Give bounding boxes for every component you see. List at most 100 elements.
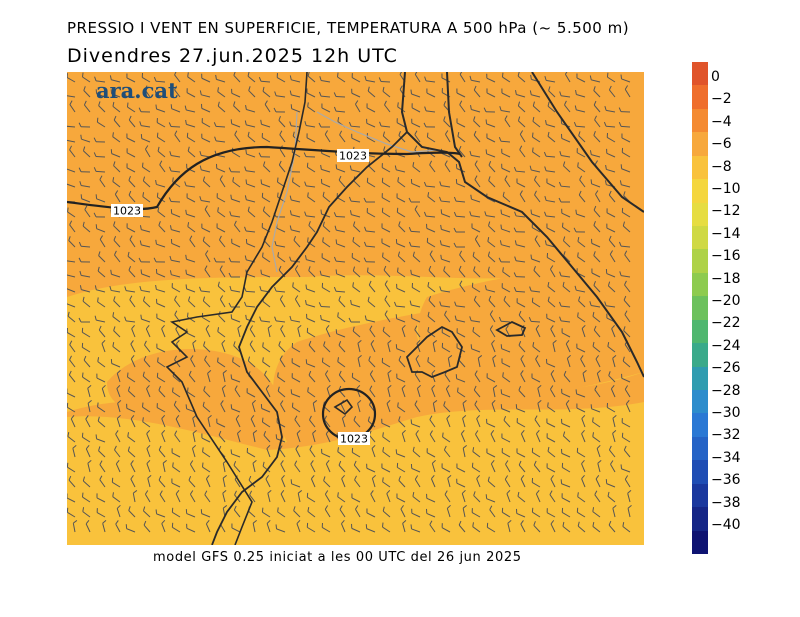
wind-barb: [127, 251, 136, 263]
colorbar-segment: [692, 179, 708, 204]
wind-barb: [308, 340, 316, 353]
wind-barb: [155, 509, 166, 518]
wind-barb: [219, 265, 226, 278]
wind-barb: [460, 429, 466, 443]
wind-barb: [530, 254, 541, 263]
wind-barb: [85, 520, 91, 533]
wind-barb: [531, 132, 541, 143]
wind-barb: [427, 192, 436, 203]
wind-barb: [430, 474, 436, 488]
wind-barb: [279, 355, 286, 368]
wind-barb: [401, 384, 406, 398]
wind-barb: [220, 400, 226, 413]
wind-barb: [293, 235, 301, 248]
colorbar-segment: [692, 460, 708, 485]
wind-barb: [589, 75, 601, 83]
wind-barb: [381, 163, 391, 173]
wind-barb: [366, 133, 376, 143]
wind-barb: [289, 90, 301, 98]
wind-barb: [486, 418, 496, 428]
wind-barb: [158, 386, 166, 398]
wind-barb: [187, 387, 196, 398]
wind-barb: [533, 266, 541, 278]
wind-barb: [187, 146, 196, 158]
colorbar-tick-label: −18: [711, 270, 741, 287]
wind-barb: [473, 116, 481, 128]
wind-barb: [531, 507, 541, 518]
isobar-label: 1023: [337, 149, 369, 163]
wind-barb: [561, 493, 571, 503]
coastline: [446, 72, 463, 158]
wind-barb: [547, 281, 556, 293]
wind-barb: [531, 297, 541, 308]
wind-barb: [381, 177, 391, 188]
wind-barb: [78, 122, 91, 128]
wind-barb: [472, 447, 481, 458]
wind-barb: [310, 460, 316, 473]
wind-barb: [138, 107, 151, 113]
colorbar-tick-label: −16: [711, 248, 741, 265]
wind-barb: [505, 460, 511, 473]
wind-barb: [187, 72, 196, 83]
wind-barb: [515, 508, 526, 518]
wind-barb: [396, 207, 406, 218]
wind-barb: [592, 507, 601, 518]
wind-barb: [124, 316, 136, 323]
wind-barb: [185, 209, 196, 218]
wind-barb: [205, 474, 211, 488]
wind-barb: [382, 326, 391, 338]
wind-barb: [130, 460, 136, 473]
wind-barb: [486, 373, 496, 383]
wind-barb: [258, 152, 271, 158]
wind-barb: [593, 131, 601, 143]
wind-barb: [348, 196, 361, 203]
wind-barb: [171, 522, 181, 533]
wind-barb: [546, 223, 556, 233]
wind-barb: [156, 132, 166, 143]
wind-barb: [396, 193, 406, 203]
wind-barb: [244, 120, 256, 128]
wind-barb: [274, 316, 286, 323]
wind-barb: [116, 384, 121, 398]
forecast-date: Divendres 27.jun.2025 12h UTC: [67, 45, 398, 67]
wind-barb: [245, 238, 256, 248]
wind-barb: [169, 270, 181, 278]
colorbar-tick-label: −34: [711, 449, 741, 466]
ara-cat-logo: ara.cat: [96, 78, 178, 103]
wind-barb: [320, 178, 331, 188]
wind-barb: [395, 449, 406, 458]
temp-band-warm-west: [107, 349, 285, 448]
wind-barb: [395, 314, 406, 323]
wind-barb: [516, 178, 526, 188]
wind-barb: [461, 489, 466, 503]
wind-barb: [582, 370, 587, 383]
wind-barb: [82, 146, 91, 158]
wind-barb: [199, 90, 211, 98]
wind-barb: [453, 227, 466, 233]
wind-barb: [411, 282, 421, 293]
wind-barb: [143, 355, 151, 368]
wind-barb: [472, 251, 481, 263]
wind-barb: [411, 103, 421, 113]
wind-barb: [552, 339, 557, 353]
colorbar-tick-label: −36: [711, 472, 741, 489]
wind-barb: [199, 286, 211, 293]
wind-barb: [516, 298, 526, 308]
wind-barb: [456, 463, 466, 473]
wind-barb: [323, 476, 331, 488]
wind-barb: [386, 489, 391, 503]
wind-barb: [606, 402, 616, 413]
wind-barb: [577, 521, 586, 533]
wind-barb: [249, 340, 256, 353]
wind-barb: [278, 341, 286, 353]
wind-barb: [321, 253, 331, 263]
wind-barb: [592, 417, 601, 428]
wind-barb: [252, 430, 258, 443]
wind-barb: [258, 76, 271, 83]
wind-barb: [199, 165, 211, 173]
wind-barb: [627, 489, 632, 503]
wind-barb: [547, 402, 556, 413]
wind-barb: [351, 253, 361, 263]
wind-barb: [486, 448, 496, 458]
wind-barb: [429, 250, 436, 263]
